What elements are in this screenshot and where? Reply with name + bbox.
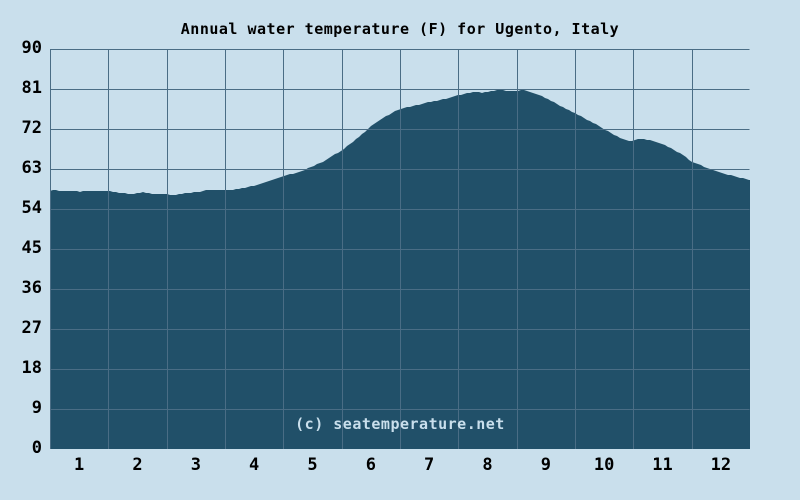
y-tick-label: 81 (21, 78, 42, 98)
x-tick-label: 11 (652, 455, 673, 475)
x-tick-label: 6 (365, 455, 376, 475)
x-tick-label: 2 (132, 455, 143, 475)
y-tick-label: 18 (21, 358, 42, 378)
x-tick-label: 9 (540, 455, 551, 475)
x-tick-label: 8 (482, 455, 493, 475)
chart-title: Annual water temperature (F) for Ugento,… (180, 20, 620, 38)
y-tick-label: 0 (31, 438, 42, 458)
y-tick-label: 9 (31, 398, 42, 418)
y-tick-label: 36 (21, 278, 42, 298)
x-tick-label: 7 (424, 455, 435, 475)
x-tick-label: 5 (307, 455, 318, 475)
x-tick-label: 10 (593, 455, 615, 475)
x-tick-label: 4 (249, 455, 260, 475)
y-tick-label: 27 (21, 318, 42, 338)
temperature-area-plot (50, 49, 750, 449)
y-tick-label: 45 (21, 238, 42, 258)
x-tick-label: 3 (190, 455, 201, 475)
x-tick-label: 1 (74, 455, 85, 475)
y-tick-label: 90 (21, 38, 42, 58)
y-tick-label: 54 (21, 198, 42, 218)
copyright-watermark: (c) seatemperature.net (295, 415, 505, 433)
y-tick-label: 63 (21, 158, 42, 178)
y-tick-label: 72 (21, 118, 42, 138)
x-tick-label: 12 (710, 455, 732, 475)
